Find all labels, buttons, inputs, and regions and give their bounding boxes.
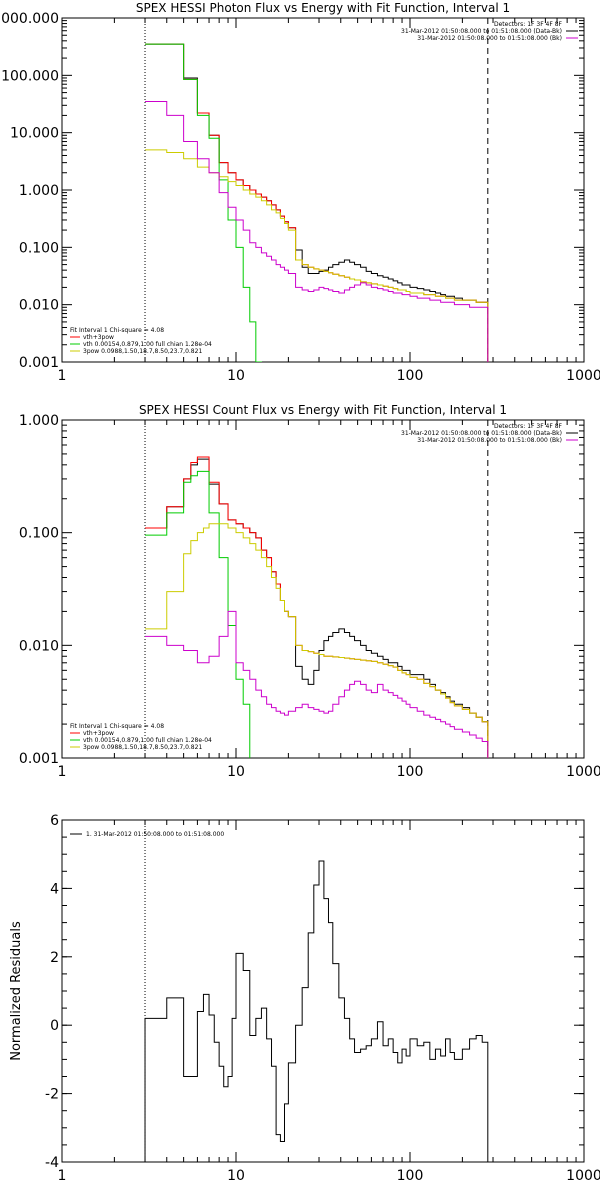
series-3pow xyxy=(145,149,489,362)
series-vth xyxy=(145,470,251,758)
fit-legend-text: vth 0.00154,0.879,1.00 full chian 1.28e-… xyxy=(83,341,212,348)
residual-legend-text: 1. 31-Mar-2012 01:50:08.000 to 01:51:08.… xyxy=(86,831,224,838)
x-tick-label: 100 xyxy=(397,368,424,384)
y-tick-label: 1.000 xyxy=(19,413,59,429)
chart-panel-2: SPEX HESSI Count Flux vs Energy with Fit… xyxy=(19,403,600,780)
x-tick-label: 100 xyxy=(397,764,424,780)
fit-legend-text: vth+3pow xyxy=(83,730,114,737)
chart-title: SPEX HESSI Count Flux vs Energy with Fit… xyxy=(139,403,507,417)
plot-area xyxy=(144,820,489,1162)
x-tick-label: 100 xyxy=(397,1168,424,1184)
series-vth-3pow xyxy=(145,43,489,362)
y-tick-label: 0.001 xyxy=(19,751,59,767)
x-tick-label: 1 xyxy=(58,764,67,780)
series-data-bk xyxy=(145,458,489,758)
series-bk xyxy=(145,100,489,362)
plot-frame xyxy=(61,419,585,759)
y-tick-label: 0.001 xyxy=(19,355,59,371)
info-line: 31-Mar-2012 01:50:08.000 to 01:51:08.000… xyxy=(417,437,562,444)
x-tick-label: 1 xyxy=(58,1168,67,1184)
x-tick-label: 10 xyxy=(227,1168,245,1184)
chart-panel-3: 1 10 100 1000 -4 -2 0 2 4 6 Normalized Residuals 1.… xyxy=(9,813,600,1184)
y-tick-label: 1.000 xyxy=(19,183,59,199)
series-vth-3pow xyxy=(145,456,489,758)
series-data-bk xyxy=(145,43,489,362)
y-tick-label: 0.100 xyxy=(19,240,59,256)
y-tick-label: 0.010 xyxy=(19,298,59,314)
fit-legend-text: 3pow 0.0988,1.50,18.7,8.50,23.7,0.821 xyxy=(83,348,202,355)
y-tick-label: 100.000 xyxy=(1,68,59,84)
y-tick-label: 0 xyxy=(50,1018,59,1034)
plot-area xyxy=(144,420,489,758)
series-1-31-mar-2012-01-50-08-000-to-01-51-08-000 xyxy=(144,860,489,1162)
x-tick-label: 1000 xyxy=(566,764,600,780)
plot-area xyxy=(144,18,489,362)
info-line: 31-Mar-2012 01:50:08.000 to 01:51:08.000… xyxy=(401,28,562,35)
x-tick-label: 10 xyxy=(227,764,245,780)
y-tick-label: 1000.000 xyxy=(0,11,59,27)
chart-panel-1: SPEX HESSI Photon Flux vs Energy with Fi… xyxy=(0,1,600,384)
series-bk xyxy=(145,610,489,758)
series-vth xyxy=(145,43,262,362)
fit-legend-text: Fit Interval 1 Chi-square = 4.08 xyxy=(70,327,164,334)
x-tick-label: 1000 xyxy=(566,1168,600,1184)
series-3pow xyxy=(145,523,489,758)
info-line: Detectors: 1F 3F 4F 8F xyxy=(494,423,563,430)
fit-legend-text: Fit Interval 1 Chi-square = 4.08 xyxy=(70,723,164,730)
y-tick-label: -4 xyxy=(45,1155,59,1171)
fit-legend-text: vth+3pow xyxy=(83,334,114,341)
y-tick-label: 0.100 xyxy=(19,526,59,542)
y-axis-label: Normalized Residuals xyxy=(9,921,24,1061)
y-tick-label: 4 xyxy=(50,881,59,897)
fit-legend-text: 3pow 0.0988,1.50,18.7,8.50,23.7,0.821 xyxy=(83,744,202,751)
x-tick-label: 10 xyxy=(227,368,245,384)
info-line: 31-Mar-2012 01:50:08.000 to 01:51:08.000… xyxy=(401,430,562,437)
y-tick-label: -2 xyxy=(45,1087,59,1103)
chart-title: SPEX HESSI Photon Flux vs Energy with Fi… xyxy=(136,1,510,15)
x-tick-label: 1 xyxy=(58,368,67,384)
y-tick-label: 0.010 xyxy=(19,638,59,654)
fit-legend-text: vth 0.00154,0.879,1.00 full chian 1.28e-… xyxy=(83,737,212,744)
plot-frame xyxy=(61,17,585,363)
y-tick-label: 2 xyxy=(50,950,59,966)
y-tick-label: 10.000 xyxy=(10,126,59,142)
plot-frame xyxy=(61,819,585,1163)
info-line: Detectors: 1F 3F 4F 8F xyxy=(494,21,563,28)
info-line: 31-Mar-2012 01:50:08.000 to 01:51:08.000… xyxy=(417,35,562,42)
x-tick-label: 1000 xyxy=(566,368,600,384)
y-tick-label: 6 xyxy=(50,813,59,829)
